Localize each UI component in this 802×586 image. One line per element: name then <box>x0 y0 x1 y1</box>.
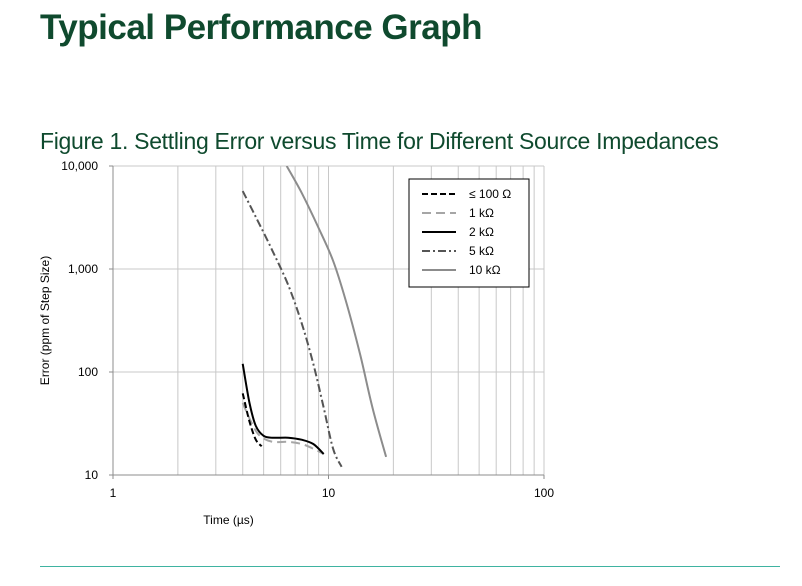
figure-title: Figure 1. Settling Error versus Time for… <box>40 128 719 154</box>
series-line-100 <box>241 393 263 447</box>
y-tick-label: 10 <box>85 468 99 482</box>
x-tick-label: 100 <box>534 486 554 500</box>
legend-label: 10 kΩ <box>469 263 501 277</box>
y-axis-label: Error (ppm of Step Size) <box>38 256 52 385</box>
legend-label: 5 kΩ <box>469 244 494 258</box>
series-line-5-k <box>241 190 343 468</box>
page-title: Typical Performance Graph <box>40 8 483 47</box>
y-tick-label: 100 <box>78 365 98 379</box>
x-tick-label: 1 <box>110 486 117 500</box>
legend-label: 1 kΩ <box>469 206 494 220</box>
x-tick-label: 10 <box>322 486 336 500</box>
y-tick-label: 10,000 <box>61 159 98 173</box>
bottom-divider <box>40 566 780 567</box>
series-line-2-k <box>241 363 325 455</box>
series-line-1-k <box>241 402 325 455</box>
y-tick-label: 1,000 <box>68 262 98 276</box>
x-axis-label: Time (µs) <box>203 513 253 527</box>
legend-label: 2 kΩ <box>469 225 494 239</box>
legend-label: ≤ 100 Ω <box>469 187 511 201</box>
series-line-10-k <box>285 166 388 458</box>
